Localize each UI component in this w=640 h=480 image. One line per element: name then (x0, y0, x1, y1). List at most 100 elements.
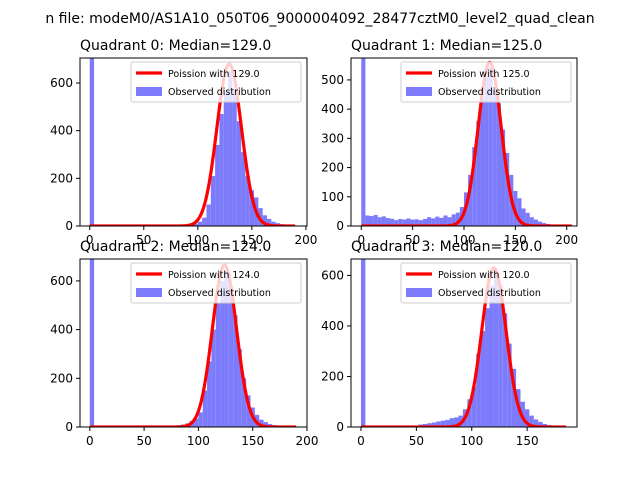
quadrant-3-xtick-label: 0 (357, 434, 365, 448)
quadrant-3-hist-bar (454, 417, 459, 427)
quadrant-3-ytick-label: 0 (336, 420, 344, 434)
quadrant-0-panel: Quadrant 0: Median=129.0 0 50 100 150 200 0 200… (50, 38, 317, 247)
quadrant-2-poisson-line (88, 263, 298, 427)
quadrant-2-hist-bar (198, 412, 203, 427)
quadrant-1-hist-bar (480, 97, 485, 226)
quadrant-1-hist-bar (492, 88, 497, 226)
quadrant-2-hist-bar (263, 422, 268, 427)
quadrant-1-ytick-label: 300 (321, 131, 344, 145)
quadrant-1-hist-bar (410, 219, 415, 226)
quadrant-0-hist-bar (210, 175, 216, 226)
quadrant-1-ytick-label: 400 (321, 102, 344, 116)
quadrant-1-xtick-label: 100 (453, 233, 476, 247)
quadrant-1-hist-bar (533, 219, 538, 226)
quadrant-0-hist-bar (236, 121, 242, 226)
quadrant-0-hist-bar (89, 58, 95, 226)
quadrant-2-hist-bar (237, 349, 242, 427)
quadrant-3-panel: Quadrant 3: Median=120.0 0 50 100 150 0 200 400… (321, 239, 578, 448)
quadrant-3-hist-bar (533, 419, 539, 427)
quadrant-1-hist-bar (505, 152, 510, 226)
quadrant-3-hist-bar (524, 409, 530, 427)
quadrant-3-ytick-label: 200 (321, 369, 344, 383)
quadrant-0-ytick-label: 600 (50, 76, 73, 90)
quadrant-3-hist-bar (538, 421, 543, 427)
legend-poisson-label: Poission with 120.0 (438, 270, 530, 281)
quadrant-3-hist-bar (498, 285, 503, 427)
quadrant-1-hist-bar (377, 217, 382, 226)
quadrant-0-hist-bar (219, 114, 224, 226)
quadrant-1-hist-bar (496, 103, 501, 226)
quadrant-1-hist-bar (418, 220, 423, 226)
quadrant-1-xtick-label: 50 (405, 233, 420, 247)
quadrant-3-hist-bar (445, 419, 450, 427)
quadrant-1-ytick-label: 500 (321, 73, 344, 87)
quadrant-2-panel: Quadrant 2: Median=124.0 0 50 100 150 200 0 200… (50, 239, 318, 448)
quadrant-3-hist-bar (440, 420, 446, 427)
quadrant-1-hist-bar (517, 198, 522, 226)
legend-hist-label: Observed distribution (168, 288, 271, 299)
quadrant-1-hist-bar (537, 221, 543, 226)
quadrant-0-hist-bar (249, 190, 255, 226)
quadrant-0-hist-bar (223, 92, 229, 226)
quadrant-1-hist-bar (373, 214, 378, 226)
quadrant-3-plot-area (359, 259, 567, 427)
quadrant-3-hist-bar (449, 418, 455, 427)
quadrant-3-hist-bar (507, 343, 512, 427)
quadrant-2-xtick-label: 100 (187, 434, 210, 448)
quadrant-3-xtick-label: 50 (409, 434, 424, 448)
quadrant-0-hist-bar (241, 152, 246, 226)
quadrant-2-ytick-label: 400 (50, 323, 73, 337)
quadrant-2-ytick-label: 600 (50, 274, 73, 288)
quadrant-2-hist-bar (241, 378, 247, 427)
quadrant-3-hist-bar (436, 421, 441, 427)
quadrant-2-xtick-label: 150 (241, 434, 264, 448)
quadrant-1-legend: Poission with 125.0 Observed distribution (400, 61, 572, 103)
quadrant-1-ytick-label: 100 (321, 190, 344, 204)
quadrant-2-hist-bar (194, 418, 199, 427)
quadrant-0-ytick-label: 400 (50, 124, 73, 138)
quadrant-2-hist-bar (246, 395, 251, 427)
quadrant-1-hist-bar (447, 217, 452, 226)
quadrant-1-hist-bar (488, 66, 493, 226)
quadrant-0-xtick-label: 150 (240, 233, 263, 247)
quadrant-0-hist-bar (215, 144, 220, 226)
quadrant-1-hist-bar (406, 218, 411, 226)
quadrant-0-hist-bar (271, 221, 276, 226)
quadrant-0-ytick-label: 200 (50, 171, 73, 185)
quadrant-3-hist-bar (489, 285, 494, 427)
quadrant-3-hist-bar (493, 275, 499, 427)
quadrant-0-hist-bar (262, 215, 268, 226)
quadrant-2-hist-bar (207, 361, 212, 427)
quadrant-1-hist-bar (525, 212, 530, 226)
quadrant-1-hist-bar (381, 216, 386, 226)
legend-poisson-label: Poission with 124.0 (168, 270, 260, 281)
quadrant-3-axes-frame (350, 258, 578, 428)
quadrant-2-hist-bar (228, 285, 234, 427)
quadrant-2-title: Quadrant 2: Median=124.0 (80, 239, 271, 255)
legend-hist-swatch (406, 87, 432, 96)
quadrant-2-legend: Poission with 124.0 Observed distribution (130, 262, 302, 304)
quadrant-2-hist-bar (202, 390, 208, 427)
quadrant-1-hist-bar (500, 129, 506, 226)
quadrant-2-hist-bar (89, 259, 95, 427)
quadrant-1-xtick-label: 0 (357, 233, 365, 247)
legend-hist-label: Observed distribution (168, 87, 271, 98)
quadrant-1-ytick-label: 200 (321, 161, 344, 175)
legend-box (130, 61, 302, 103)
figure-suptitle: n file: modeM0/AS1A10_050T06_9000004092_… (45, 11, 594, 27)
quadrant-2-axes-frame (79, 258, 308, 428)
legend-box (400, 262, 572, 304)
quadrant-1-xtick-label: 200 (555, 233, 578, 247)
quadrant-1-hist-bar (365, 215, 370, 226)
quadrant-2-hist-bar (211, 329, 216, 427)
quadrant-1-hist-bar (484, 76, 489, 226)
quadrant-2-xtick-label: 0 (86, 434, 94, 448)
quadrant-1-hist-bar (431, 218, 436, 226)
legend-poisson-label: Poission with 125.0 (438, 69, 530, 80)
quadrant-0-axes-frame (79, 57, 308, 227)
quadrant-1-hist-bar (472, 147, 477, 226)
quadrant-0-ytick-label: 0 (65, 219, 73, 233)
quadrant-1-hist-bar (476, 120, 481, 226)
quadrant-3-poisson-line (359, 266, 567, 427)
legend-box (400, 61, 572, 103)
